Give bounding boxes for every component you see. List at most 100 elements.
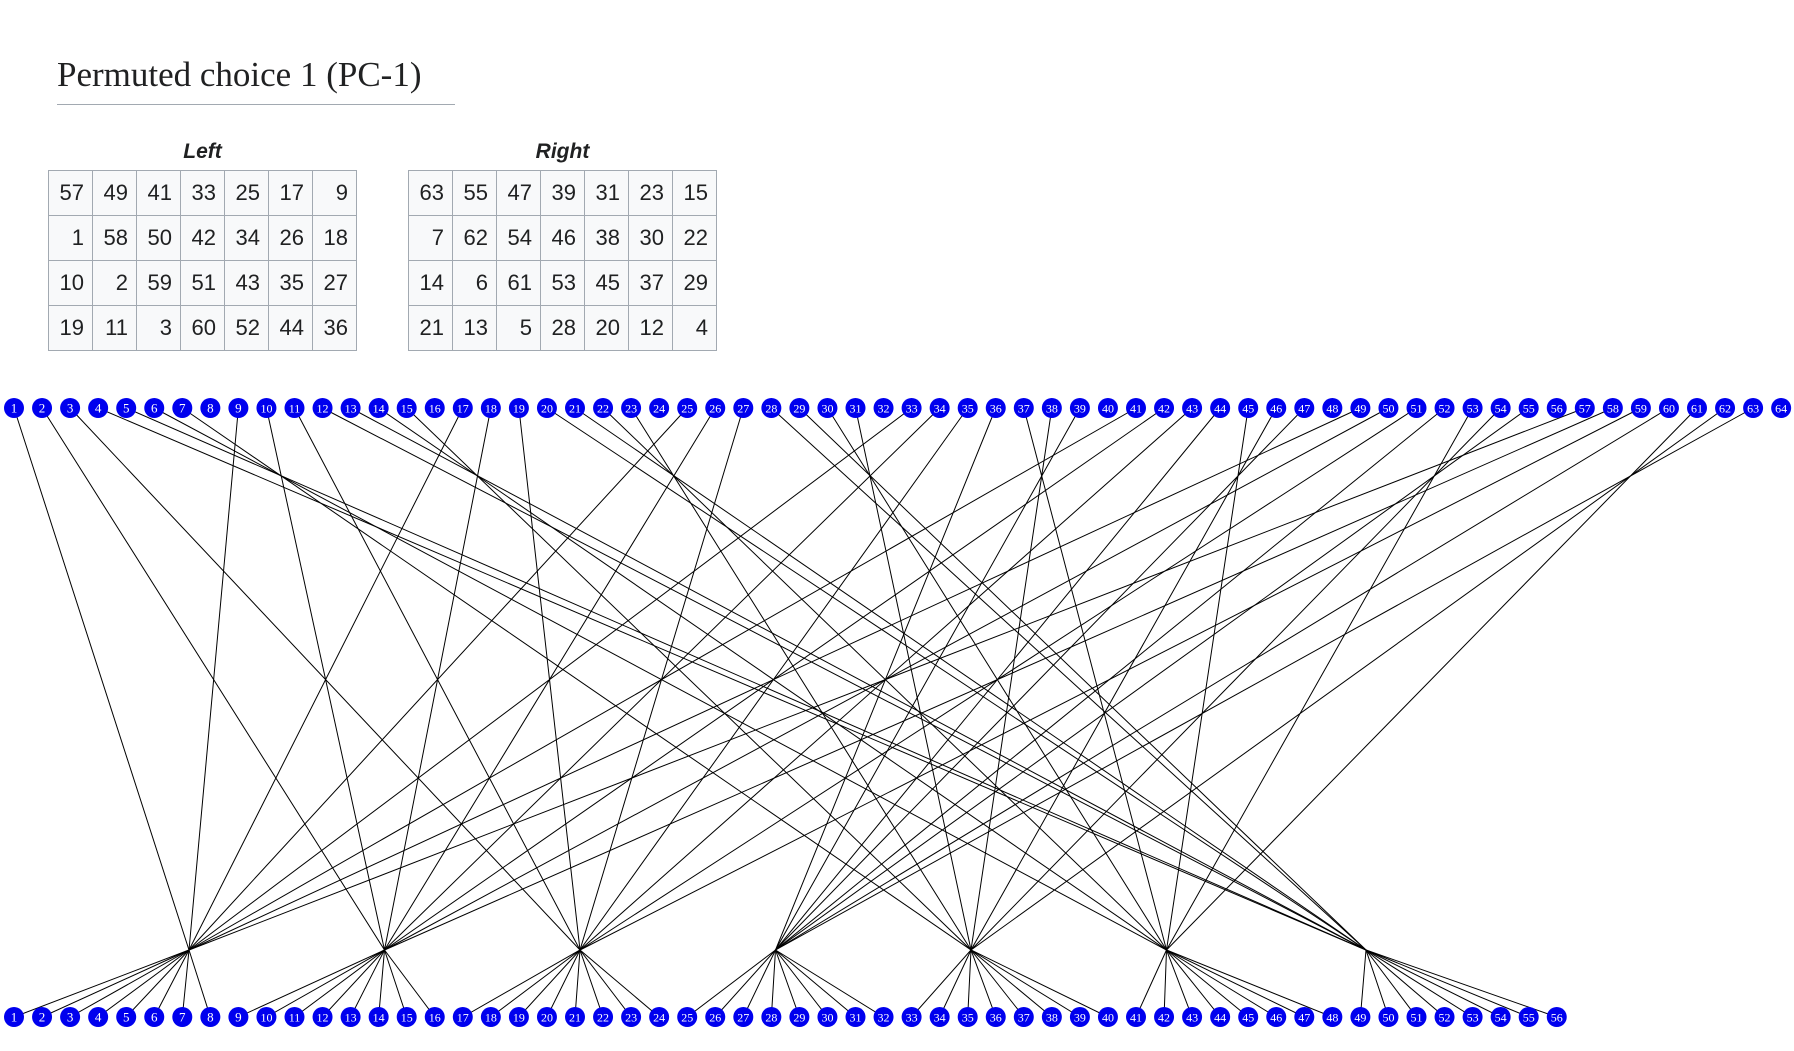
output-bit-circle [480, 1007, 501, 1027]
output-bit-circle [985, 1007, 1006, 1027]
output-bit-label: 2 [39, 1010, 46, 1025]
input-bit-node: 6 [144, 398, 165, 418]
section-heading: Permuted choice 1 (PC-1) [57, 50, 455, 105]
output-bit-label: 21 [569, 1011, 581, 1025]
input-bit-node: 33 [901, 398, 922, 418]
output-bit-node: 53 [1462, 1007, 1483, 1027]
wire-11-to-23 [294, 407, 632, 1018]
input-bit-label: 1 [11, 401, 18, 416]
input-bit-node: 41 [1126, 398, 1146, 418]
output-bit-node: 40 [1097, 1007, 1118, 1027]
input-bit-circle [1771, 398, 1792, 418]
input-bit-circle [368, 398, 389, 418]
input-bit-label: 30 [821, 402, 833, 416]
input-bit-node: 34 [929, 398, 950, 418]
output-bit-node: 29 [789, 1007, 810, 1027]
input-bit-node: 53 [1462, 398, 1483, 418]
input-bit-label: 22 [597, 402, 609, 416]
input-bit-label: 31 [850, 402, 862, 416]
right-table-cell: 5 [496, 305, 541, 351]
input-bit-label: 45 [1242, 402, 1254, 416]
input-bit-label: 52 [1439, 402, 1451, 416]
input-bit-label: 6 [151, 401, 158, 416]
input-bit-circle [200, 398, 221, 418]
input-bit-circle [1378, 398, 1399, 418]
input-bit-node: 52 [1434, 398, 1455, 418]
output-bit-circle [649, 1007, 670, 1027]
output-bit-node: 14 [368, 1007, 389, 1027]
output-bit-circle [536, 1007, 557, 1027]
input-bit-node: 1 [4, 398, 24, 418]
output-bit-node: 18 [480, 1007, 501, 1027]
output-bit-label: 50 [1382, 1011, 1394, 1025]
input-bit-label: 23 [625, 402, 637, 416]
wire-18-to-14 [378, 407, 492, 1018]
input-bit-circle [536, 398, 557, 418]
right-table-cell: 46 [540, 215, 585, 261]
output-bit-label: 18 [485, 1011, 497, 1025]
output-bit-label: 22 [597, 1011, 609, 1025]
output-bit-label: 45 [1242, 1011, 1254, 1025]
input-bit-node: 32 [873, 398, 894, 418]
wire-21-to-50 [574, 407, 1389, 1018]
wire-30-to-41 [827, 407, 1168, 1018]
output-bit-node: 19 [508, 1007, 529, 1027]
right-table-cell: 38 [584, 215, 629, 261]
input-bit-label: 28 [765, 402, 777, 416]
input-bit-label: 58 [1607, 402, 1619, 416]
left-table-cell: 10 [48, 260, 93, 306]
output-bit-node: 11 [284, 1007, 305, 1027]
input-bit-label: 10 [260, 402, 272, 416]
output-bit-node: 24 [649, 1007, 670, 1027]
wire-3-to-24 [69, 407, 660, 1018]
input-bit-circle [1602, 398, 1623, 418]
input-bit-label: 62 [1719, 402, 1731, 416]
right-table-cell: 7 [408, 215, 453, 261]
input-bit-circle [1490, 398, 1511, 418]
output-bit-node: 4 [88, 1007, 109, 1027]
right-table-cell: 20 [584, 305, 629, 351]
left-table-cell: 58 [92, 215, 137, 261]
input-bit-circle [1154, 398, 1175, 418]
output-bit-node: 45 [1238, 1007, 1259, 1027]
output-bit-circle [172, 1007, 193, 1027]
output-bit-label: 10 [260, 1011, 272, 1025]
right-table-cell: 13 [452, 305, 497, 351]
wire-7-to-36 [182, 407, 997, 1018]
output-bit-label: 27 [737, 1011, 749, 1025]
input-bit-label: 24 [653, 402, 665, 416]
input-bit-label: 41 [1130, 402, 1142, 416]
wire-4-to-56 [97, 407, 1557, 1018]
right-table-cell: 55 [452, 170, 497, 216]
output-bit-circle [901, 1007, 922, 1027]
wire-35-to-20 [546, 407, 969, 1018]
right-table-cell: 39 [540, 170, 585, 216]
input-bit-label: 4 [95, 401, 102, 416]
output-bit-node: 13 [340, 1007, 361, 1027]
input-bit-circle [1518, 398, 1539, 418]
input-bit-node: 24 [649, 398, 670, 418]
output-bit-label: 19 [513, 1011, 525, 1025]
right-table-cell: 15 [672, 170, 717, 216]
wire-10-to-15 [265, 407, 408, 1018]
input-bit-node: 56 [1546, 398, 1567, 418]
input-bit-circle [1294, 398, 1315, 418]
wire-46-to-39 [970, 407, 1277, 1018]
input-bit-node: 5 [116, 398, 137, 418]
output-bit-node: 35 [957, 1007, 978, 1027]
input-bit-circle [256, 398, 277, 418]
input-bit-node: 10 [256, 398, 277, 418]
output-bit-node: 17 [452, 1007, 473, 1027]
left-table-cell: 25 [224, 170, 269, 216]
output-bit-circle [1406, 1007, 1427, 1027]
left-table-block: Left 57 49 41 33 25 17 9 1 58 50 42 34 26 18 10 2 59 51 43… [48, 138, 357, 351]
output-bit-circle [761, 1007, 782, 1027]
input-bit-node: 64 [1771, 398, 1792, 418]
left-table-cell: 59 [136, 260, 181, 306]
output-bit-label: 5 [123, 1010, 130, 1025]
input-bit-circle [424, 398, 445, 418]
output-bit-circle [88, 1007, 109, 1027]
wire-59-to-17 [462, 407, 1642, 1018]
input-bit-circle [508, 398, 529, 418]
input-bit-node: 55 [1518, 398, 1539, 418]
